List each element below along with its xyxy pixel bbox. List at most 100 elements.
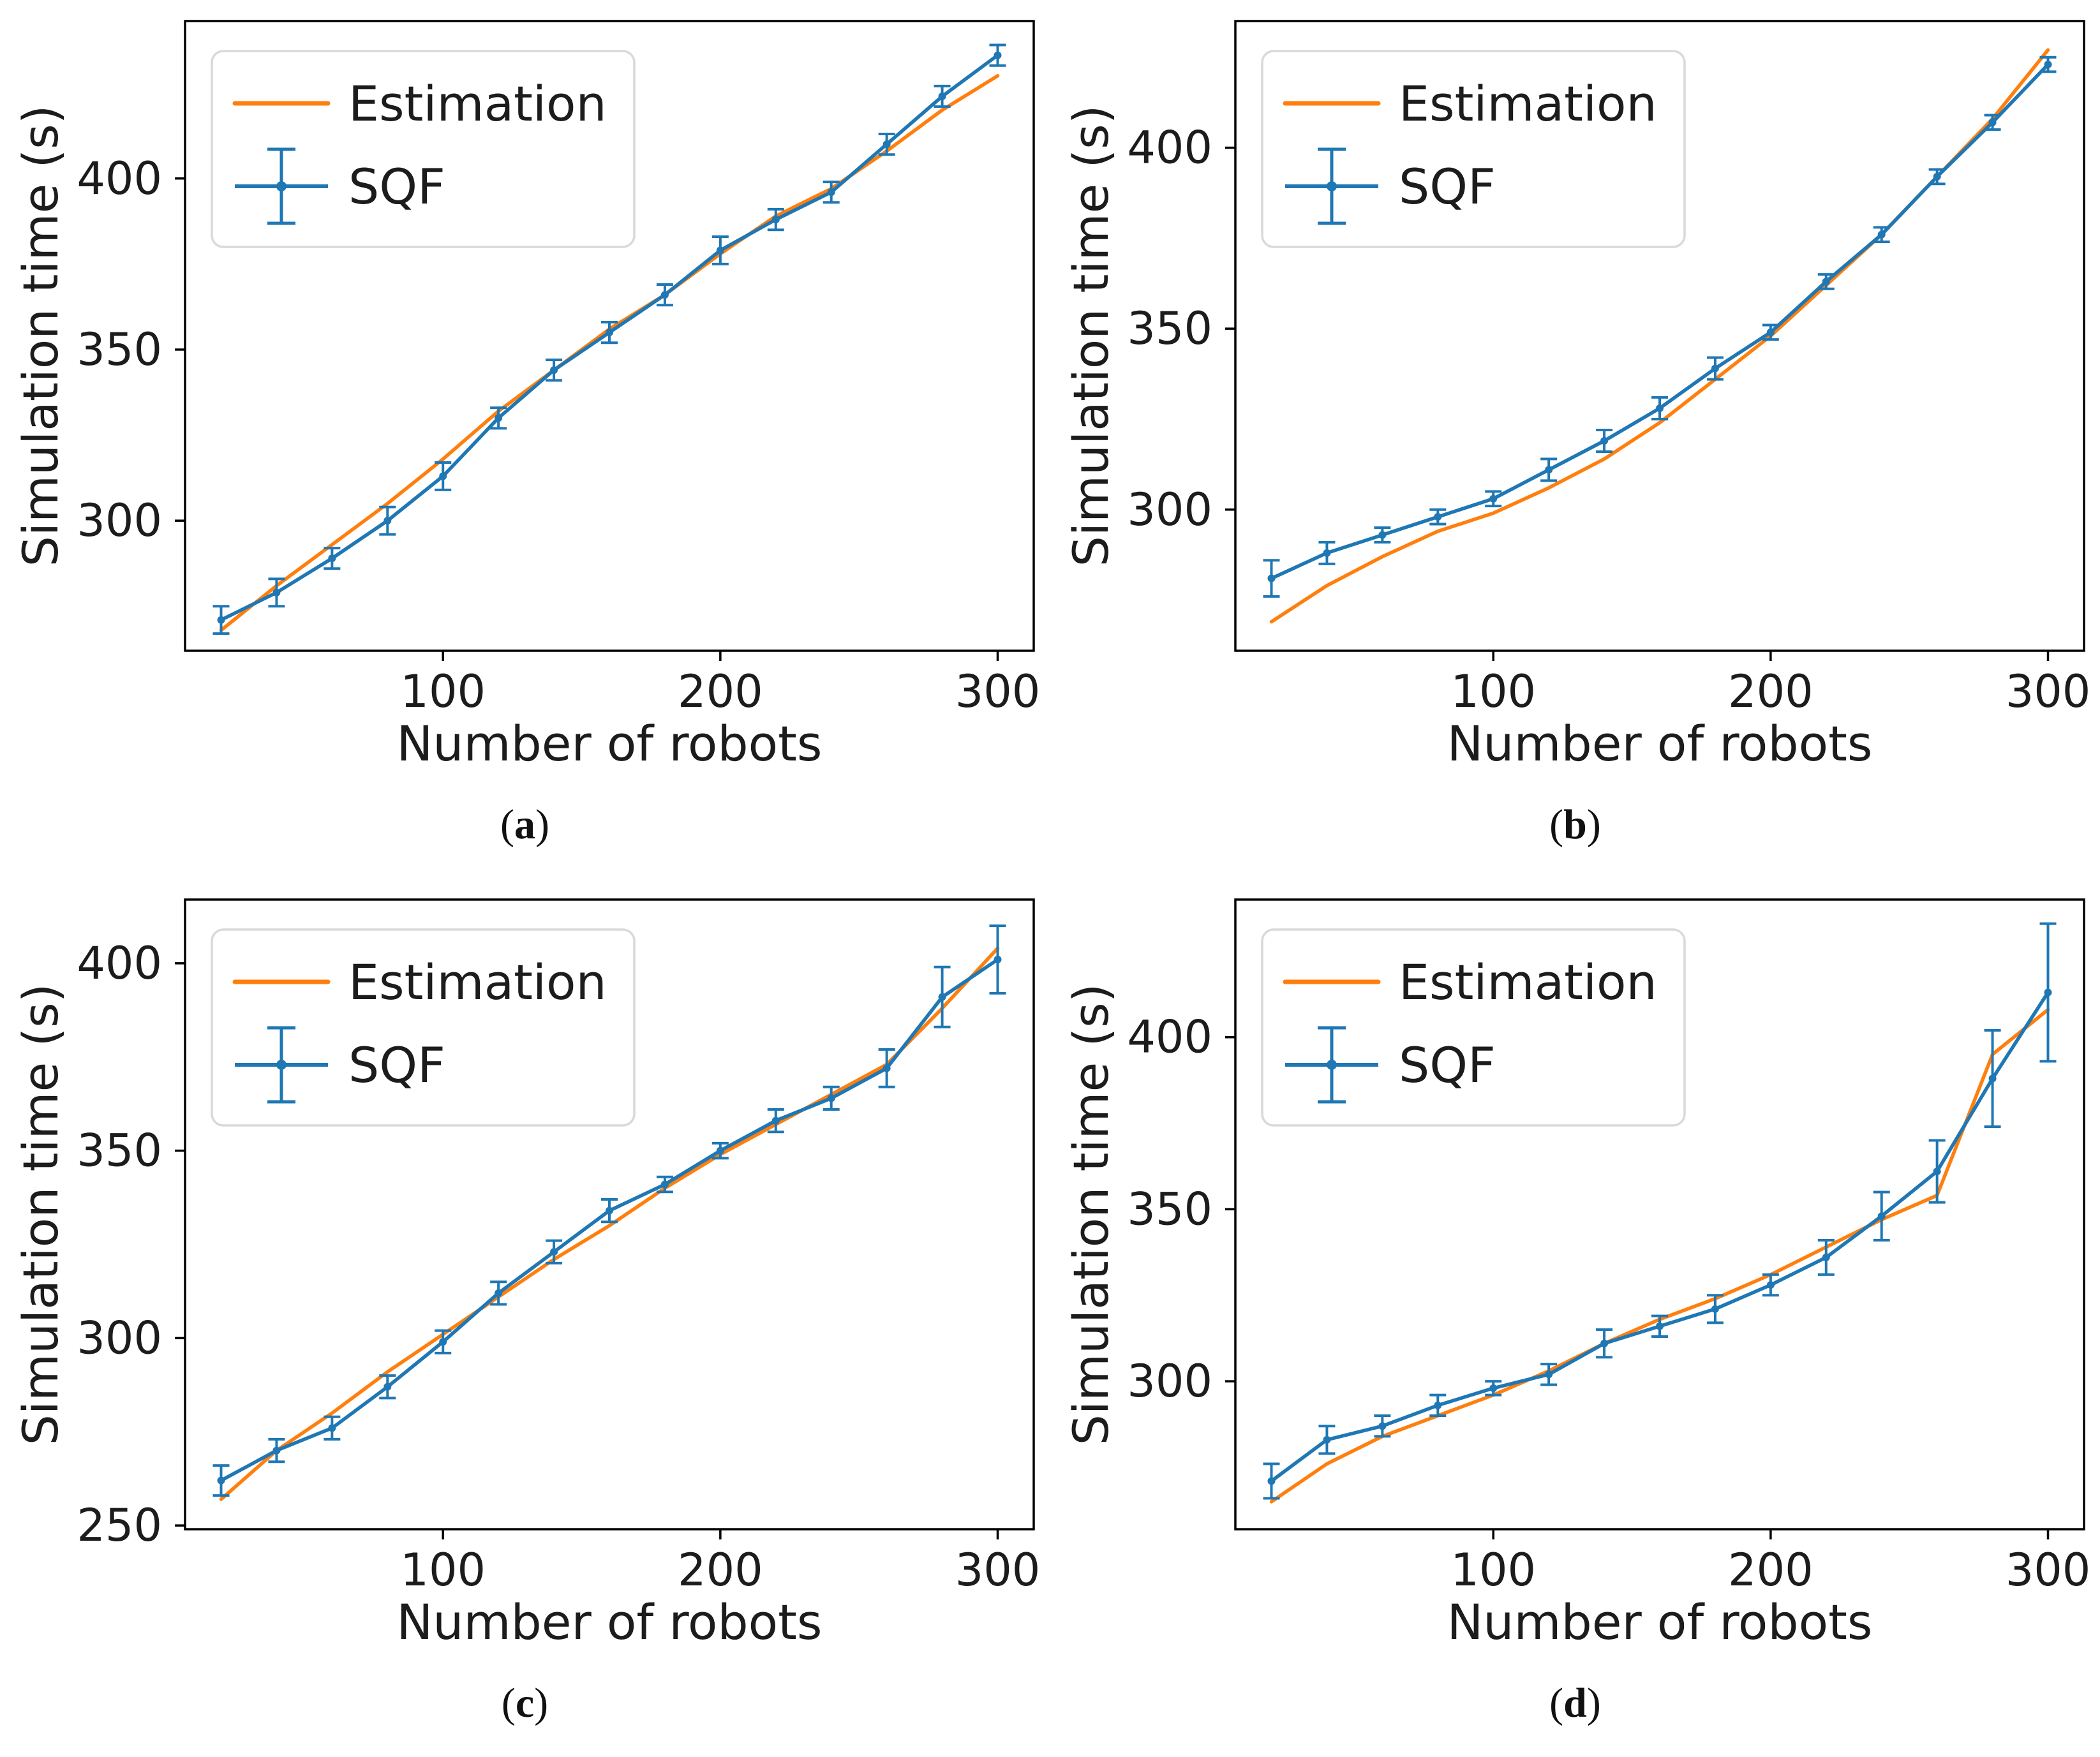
sqf-marker (994, 956, 1002, 963)
sqf-marker (384, 1383, 392, 1391)
legend-sqf-label: SQF (348, 158, 445, 215)
sqf-marker (439, 1338, 447, 1346)
estimation-series (219, 946, 1000, 1501)
legend-estimation-label: Estimation (1399, 954, 1657, 1011)
subplot-c-caption: (c) (0, 1679, 1050, 1728)
x-tick-label: 100 (1450, 1544, 1536, 1596)
sqf-marker (328, 1424, 336, 1432)
sqf-marker (1545, 1370, 1553, 1379)
sqf-marker (1988, 118, 1997, 126)
sqf-marker (660, 1180, 669, 1189)
sqf-marker (272, 1446, 281, 1455)
sqf-marker (994, 51, 1002, 59)
x-tick-label: 200 (1728, 1544, 1813, 1596)
caption-letter: d (1563, 1680, 1587, 1726)
sqf-marker (716, 1146, 724, 1155)
sqf-marker (1933, 172, 1941, 181)
legend-sqf-marker (276, 1060, 287, 1070)
caption-paren-open: ( (1549, 801, 1564, 848)
x-tick-label: 200 (678, 665, 763, 718)
sqf-marker (938, 993, 946, 1001)
sqf-marker (1656, 1322, 1664, 1330)
sqf-marker (217, 616, 225, 624)
legend: Estimation SQF (1261, 928, 1686, 1127)
y-tick-label: 300 (1127, 484, 1212, 536)
sqf-marker (1600, 1339, 1609, 1347)
y-tick-label: 400 (1127, 122, 1212, 174)
caption-letter: c (515, 1680, 535, 1726)
legend-sqf-label: SQF (348, 1037, 445, 1093)
y-tick-label: 400 (1127, 1011, 1212, 1064)
sqf-marker (882, 140, 891, 149)
x-axis: 100 200 300 Number of robots (1447, 651, 2090, 772)
y-tick-label: 350 (1127, 1183, 1212, 1235)
sqf-marker (1323, 1435, 1331, 1444)
sqf-marker (1434, 513, 1442, 521)
sqf-marker (1489, 494, 1498, 503)
y-tick-label: 250 (77, 1499, 162, 1552)
sqf-marker (550, 1248, 558, 1256)
caption-paren-open: ( (500, 801, 514, 848)
y-axis-label: Simulation time (s) (1062, 984, 1119, 1446)
y-tick-label: 300 (77, 494, 162, 547)
sqf-marker (1822, 278, 1830, 286)
y-tick-label: 400 (77, 152, 162, 205)
x-tick-label: 100 (400, 1544, 486, 1596)
legend: Estimation SQF (1261, 50, 1686, 248)
sqf-marker (938, 93, 946, 101)
chart-b: 100 200 300 Number of robots 300 350 400Simula… (1050, 0, 2100, 804)
sqf-marker (2044, 988, 2052, 997)
sqf-marker (882, 1064, 891, 1072)
subplot-a-caption: (a) (0, 801, 1050, 849)
legend-sqf-marker (276, 181, 287, 191)
legend-box (1261, 928, 1686, 1127)
sqf-marker (827, 188, 835, 196)
caption-paren-close: ) (535, 801, 549, 848)
y-tick-label: 350 (77, 1125, 162, 1177)
sqf-marker (771, 1116, 780, 1125)
y-axis-label: Simulation time (s) (12, 984, 69, 1446)
sqf-series (1263, 922, 2057, 1500)
sqf-marker (1267, 574, 1276, 582)
subplot-a: 100 200 300 Number of robots 300 350 400 Simula… (0, 0, 1050, 878)
x-axis-label: Number of robots (1447, 1594, 1872, 1650)
axes-spines (184, 20, 1035, 652)
x-tick-label: 300 (2006, 665, 2091, 718)
y-tick-label: 350 (77, 323, 162, 376)
sqf-series (1263, 56, 2057, 598)
sqf-marker (2044, 61, 2052, 69)
sqf-series (212, 924, 1006, 1497)
sqf-marker (660, 291, 669, 299)
caption-paren-open: ( (1549, 1680, 1564, 1726)
sqf-marker (1988, 1074, 1997, 1083)
sqf-marker (1877, 230, 1886, 239)
x-axis: 100 200 300 Number of robots (396, 1529, 1040, 1650)
y-axis-label: Simulation time (s) (12, 105, 69, 567)
legend-sqf-marker (1327, 1060, 1337, 1070)
sqf-marker (1267, 1477, 1276, 1485)
sqf-marker (827, 1094, 835, 1102)
sqf-marker (1766, 1281, 1775, 1289)
x-tick-label: 300 (955, 665, 1041, 718)
subplot-b: 100 200 300 Number of robots 300 350 400 Simula… (1050, 0, 2100, 878)
legend-box (211, 50, 636, 248)
sqf-marker (1822, 1253, 1830, 1261)
x-tick-label: 300 (955, 1544, 1041, 1596)
x-tick-label: 200 (1728, 665, 1813, 718)
sqf-marker (1323, 549, 1331, 557)
estimation-line (219, 946, 1000, 1501)
sqf-marker (606, 329, 613, 337)
sqf-marker (1766, 328, 1775, 336)
y-tick-label: 350 (1127, 302, 1212, 355)
sqf-marker (1656, 404, 1664, 412)
sqf-marker (1378, 1422, 1387, 1430)
sqf-marker (1711, 364, 1719, 373)
x-axis: 100 200 300 Number of robots (1447, 1529, 2090, 1650)
x-tick-label: 300 (2006, 1544, 2091, 1596)
caption-paren-close: ) (1586, 801, 1601, 848)
sqf-marker (716, 246, 724, 255)
sqf-series (212, 43, 1006, 635)
